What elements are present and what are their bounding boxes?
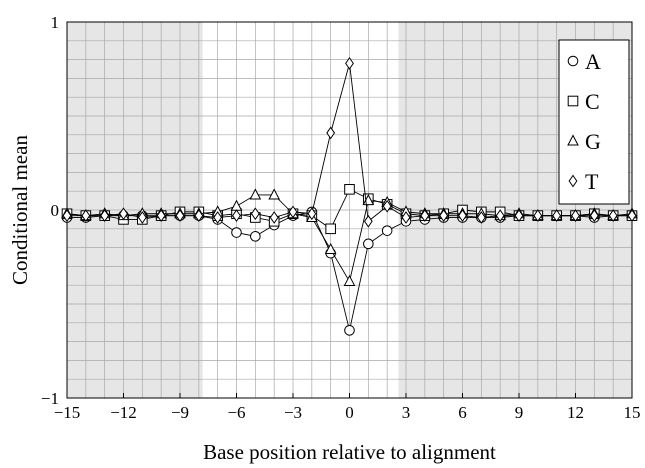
- data-point-T: [81, 209, 91, 223]
- x-tick-label: −15: [54, 403, 81, 422]
- data-point-T: [62, 209, 72, 223]
- data-point-G: [324, 242, 337, 254]
- data-point-C: [344, 184, 355, 195]
- x-tick-label: 12: [567, 403, 584, 422]
- x-tick-label: 6: [458, 403, 467, 422]
- legend-label-T: T: [585, 169, 599, 194]
- data-point-T: [514, 209, 524, 223]
- data-point-T: [608, 209, 618, 223]
- data-point-T: [552, 209, 562, 223]
- x-axis-label: Base position relative to alignment: [203, 440, 496, 464]
- data-point-T: [307, 207, 317, 221]
- x-tick-label: 9: [515, 403, 524, 422]
- data-point-A: [250, 231, 261, 242]
- data-point-T: [401, 211, 411, 224]
- data-point-T: [232, 209, 241, 223]
- data-point-T: [589, 209, 599, 223]
- legend-marker-G: [567, 134, 579, 146]
- data-point-C: [325, 223, 336, 235]
- data-point-T: [363, 214, 373, 228]
- x-tick-label: −9: [171, 403, 189, 422]
- data-point-T: [194, 209, 204, 223]
- grid: [66, 21, 633, 399]
- data-point-G: [268, 188, 280, 200]
- x-tick-label: 3: [402, 403, 411, 422]
- data-point-T: [458, 209, 467, 223]
- y-tick-label: 0: [51, 201, 60, 220]
- x-tick-label: −3: [284, 403, 302, 422]
- data-point-T: [420, 209, 430, 223]
- data-point-T: [100, 209, 110, 223]
- x-tick-label: 15: [624, 403, 641, 422]
- x-tick-label: 0: [345, 403, 354, 422]
- data-point-T: [627, 209, 637, 223]
- data-point-T: [571, 209, 580, 223]
- data-point-T: [533, 209, 543, 223]
- legend-label-C: C: [585, 89, 600, 114]
- data-point-T: [382, 199, 392, 213]
- legend-label-G: G: [585, 129, 601, 154]
- data-point-A: [344, 325, 355, 336]
- legend-marker-T: [568, 174, 578, 188]
- data-point-T: [119, 207, 128, 221]
- y-tick-label: −1: [41, 389, 59, 408]
- data-point-T: [175, 209, 185, 223]
- legend-marker-A: [567, 55, 579, 67]
- legend-label-A: A: [585, 49, 601, 74]
- data-point-T: [137, 211, 147, 224]
- axis-ticks: −15 −12 −9 −6 −3 0 3 6 9 12 15 −1 0 1: [41, 13, 641, 422]
- data-point-T: [345, 56, 354, 70]
- series-T: [62, 56, 637, 228]
- data-point-A: [381, 225, 393, 236]
- data-point-T: [476, 211, 486, 224]
- data-point-T: [213, 211, 223, 224]
- series: [61, 56, 638, 336]
- data-point-T: [495, 209, 505, 223]
- data-point-T: [326, 126, 336, 140]
- y-axis-label: Conditional mean: [8, 135, 32, 285]
- legend-marker-C: [567, 95, 579, 107]
- y-tick-label: 1: [51, 13, 60, 32]
- data-point-T: [288, 205, 298, 219]
- x-tick-label: −6: [227, 403, 245, 422]
- data-point-T: [250, 207, 260, 221]
- data-point-T: [439, 209, 449, 223]
- legend-box: [558, 39, 630, 205]
- x-tick-label: −12: [110, 403, 137, 422]
- data-point-A: [231, 227, 242, 238]
- data-point-T: [156, 209, 166, 223]
- data-point-G: [249, 188, 262, 200]
- data-point-G: [343, 274, 356, 286]
- data-point-A: [363, 238, 374, 250]
- data-point-T: [269, 211, 279, 224]
